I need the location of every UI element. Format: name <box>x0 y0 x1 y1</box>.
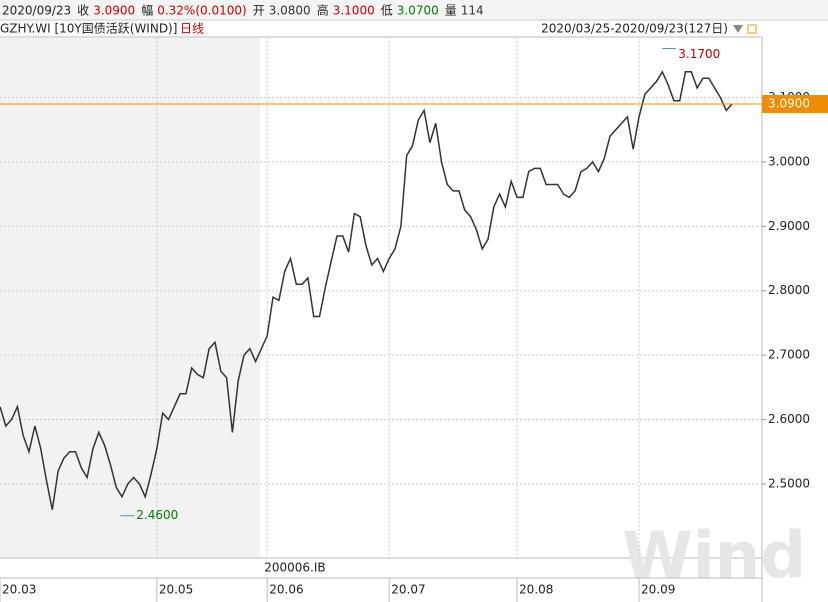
low-label: 2.4600 <box>136 508 178 522</box>
y-tick-label: 2.7000 <box>768 348 810 362</box>
range-dropdown[interactable] <box>733 25 743 33</box>
lock-icon[interactable] <box>747 24 757 34</box>
header-label: 量 <box>445 4 457 18</box>
contract-label: 200006.IB <box>264 561 325 575</box>
previous-contract-zone <box>0 38 261 558</box>
header-date: 2020/09/23 <box>2 4 71 18</box>
header-label: 开 <box>253 4 265 18</box>
header: 2020/09/23 收 3.0900 幅 0.32%(0.0100) 开 3.0800 高 3… <box>2 3 484 18</box>
header-value: 3.0900 <box>93 4 135 18</box>
high-label: 3.1700 <box>678 47 720 61</box>
header-value: 3.1000 <box>333 4 375 18</box>
x-tick-label: 20.06 <box>269 583 303 597</box>
x-tick-label: 20.08 <box>519 583 553 597</box>
y-tick-label: 2.9000 <box>768 219 810 233</box>
last-price-box <box>762 94 828 113</box>
price-line <box>0 70 733 510</box>
watermark: Wind <box>622 520 806 594</box>
chart-title: GZHY.WI [10Y国债活跃(WIND)] <box>0 22 177 36</box>
last-price-label: 3.0900 <box>768 96 810 110</box>
x-tick-label: 20.03 <box>2 583 36 597</box>
header-value: 3.0800 <box>269 4 311 18</box>
header-bar <box>0 0 828 20</box>
chart-subtitle: 日线 <box>180 22 204 36</box>
header-label: 低 <box>381 4 393 18</box>
header-label: 高 <box>317 3 329 18</box>
header-label: 收 <box>77 4 89 18</box>
date-range[interactable]: 2020/03/25-2020/09/23(127日) <box>541 22 728 36</box>
x-tick-label: 20.07 <box>391 583 425 597</box>
y-tick-label: 2.5000 <box>768 476 810 490</box>
y-tick-label: 2.8000 <box>768 283 810 297</box>
header-value: 114 <box>461 4 484 18</box>
x-tick-label: 20.09 <box>641 583 675 597</box>
header-value: 3.0700 <box>397 4 439 18</box>
x-tick-label: 20.05 <box>159 583 193 597</box>
y-tick-label: 3.0000 <box>768 154 810 168</box>
header-value: 0.32%(0.0100) <box>157 4 246 18</box>
header-label: 幅 <box>141 3 153 18</box>
y-tick-label: 2.6000 <box>768 412 810 426</box>
